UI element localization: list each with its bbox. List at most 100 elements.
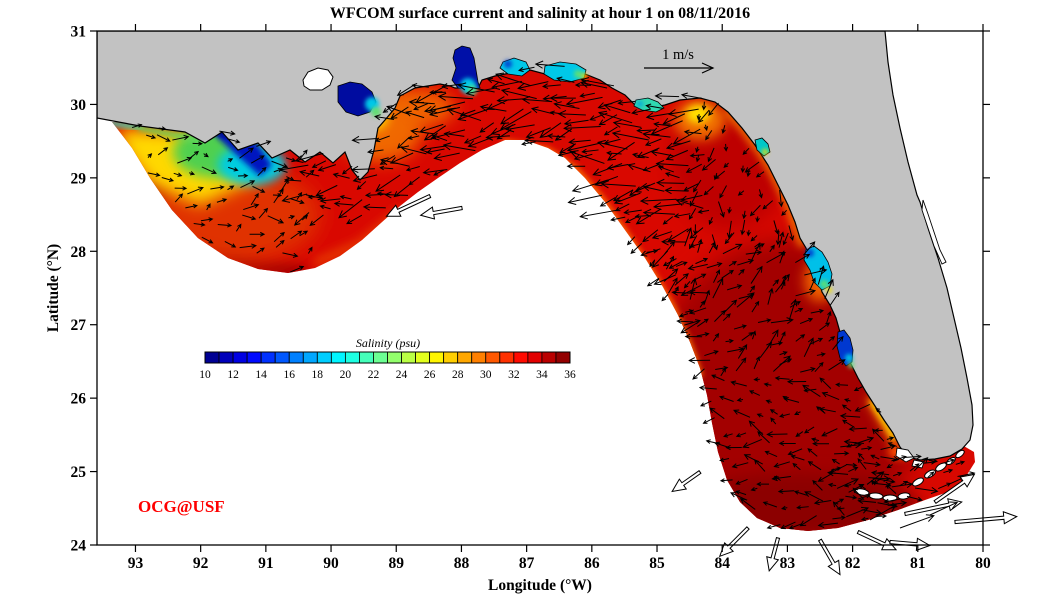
current-vector — [216, 198, 228, 203]
current-vector — [317, 164, 336, 172]
colorbar-cell — [359, 351, 374, 364]
x-tick-label: 93 — [128, 555, 144, 572]
current-vector — [799, 317, 814, 325]
current-vector — [442, 142, 476, 152]
current-vector — [652, 202, 685, 211]
current-vector — [723, 299, 738, 313]
current-vector — [913, 457, 929, 472]
current-vector — [842, 419, 855, 428]
colorbar-tick-label: 34 — [536, 369, 548, 381]
current-vector — [174, 193, 184, 203]
current-vector — [821, 428, 838, 437]
current-vector — [727, 346, 745, 353]
current-vector — [809, 337, 824, 345]
current-vector — [818, 406, 836, 413]
current-vector — [390, 106, 409, 120]
current-vector — [567, 194, 603, 205]
x-axis-label: Longitude (°W) — [488, 577, 592, 594]
current-vector — [783, 396, 800, 403]
current-vector — [853, 436, 875, 445]
current-vector — [929, 501, 959, 516]
current-vector — [636, 147, 660, 159]
y-tick-label: 25 — [71, 464, 87, 481]
colorbar-label: Salinity (psu) — [356, 336, 420, 350]
current-vector — [603, 138, 621, 145]
y-tick-label: 24 — [71, 538, 87, 555]
current-vector — [857, 458, 867, 470]
current-vector — [639, 196, 677, 205]
current-vector — [563, 123, 601, 133]
current-vector — [278, 164, 309, 173]
current-vector — [566, 163, 586, 170]
current-vector — [396, 84, 416, 96]
colorbar-cell — [401, 351, 416, 364]
current-vector — [256, 140, 272, 147]
current-vector — [887, 500, 908, 507]
current-vector — [408, 176, 420, 186]
colorbar-cell — [246, 351, 262, 364]
current-vector — [579, 92, 595, 98]
current-vector — [156, 134, 171, 142]
current-vector — [832, 335, 844, 351]
current-vector — [557, 151, 573, 157]
current-vector — [846, 506, 870, 518]
x-tick-label: 87 — [519, 555, 535, 572]
current-vector — [711, 374, 725, 382]
current-vector — [413, 103, 429, 111]
current-vector — [273, 231, 285, 243]
current-vector — [339, 195, 352, 200]
current-vector — [446, 107, 482, 122]
current-vector — [250, 155, 265, 164]
current-vector — [275, 239, 285, 248]
current-vector — [880, 444, 896, 450]
current-vector — [816, 352, 826, 357]
current-vector — [375, 174, 401, 192]
current-vector — [210, 185, 225, 190]
current-vector — [630, 243, 643, 255]
current-vector — [642, 164, 659, 172]
current-vector — [749, 242, 761, 264]
current-vector — [872, 477, 896, 485]
current-vector — [174, 186, 188, 191]
current-vector — [319, 204, 331, 210]
estuary-plume-detail — [574, 70, 582, 78]
current-vector — [746, 169, 751, 178]
current-vector — [848, 483, 865, 493]
current-vector — [773, 220, 779, 235]
current-vector — [688, 357, 711, 364]
current-vector — [676, 318, 694, 324]
current-vector — [779, 250, 785, 264]
current-vector — [433, 169, 444, 176]
strong-current-vector — [718, 526, 750, 558]
current-vector — [735, 432, 747, 438]
colorbar-cell — [429, 351, 445, 364]
colorbar-cell — [513, 351, 529, 364]
current-vector — [267, 215, 285, 224]
current-vector — [158, 126, 167, 131]
colorbar-cell — [288, 351, 304, 364]
current-vector — [598, 114, 618, 126]
current-vector — [352, 174, 378, 183]
current-vector — [631, 108, 651, 116]
current-vector — [938, 482, 952, 490]
current-vector — [845, 462, 858, 468]
current-vector — [674, 286, 679, 294]
current-vector — [766, 524, 781, 530]
current-vector — [795, 334, 806, 342]
current-vector — [240, 180, 256, 189]
colorbar-cell — [373, 351, 388, 364]
current-vector — [188, 150, 200, 160]
current-vector — [680, 92, 702, 99]
current-vector — [642, 229, 659, 243]
current-vector — [871, 428, 885, 442]
current-vector — [781, 209, 788, 216]
current-vector — [903, 453, 922, 460]
current-vector — [757, 431, 770, 444]
current-vector — [697, 238, 703, 253]
current-vector — [886, 463, 893, 469]
current-vector — [906, 495, 923, 502]
current-vector — [603, 103, 631, 114]
current-vector — [942, 458, 956, 464]
